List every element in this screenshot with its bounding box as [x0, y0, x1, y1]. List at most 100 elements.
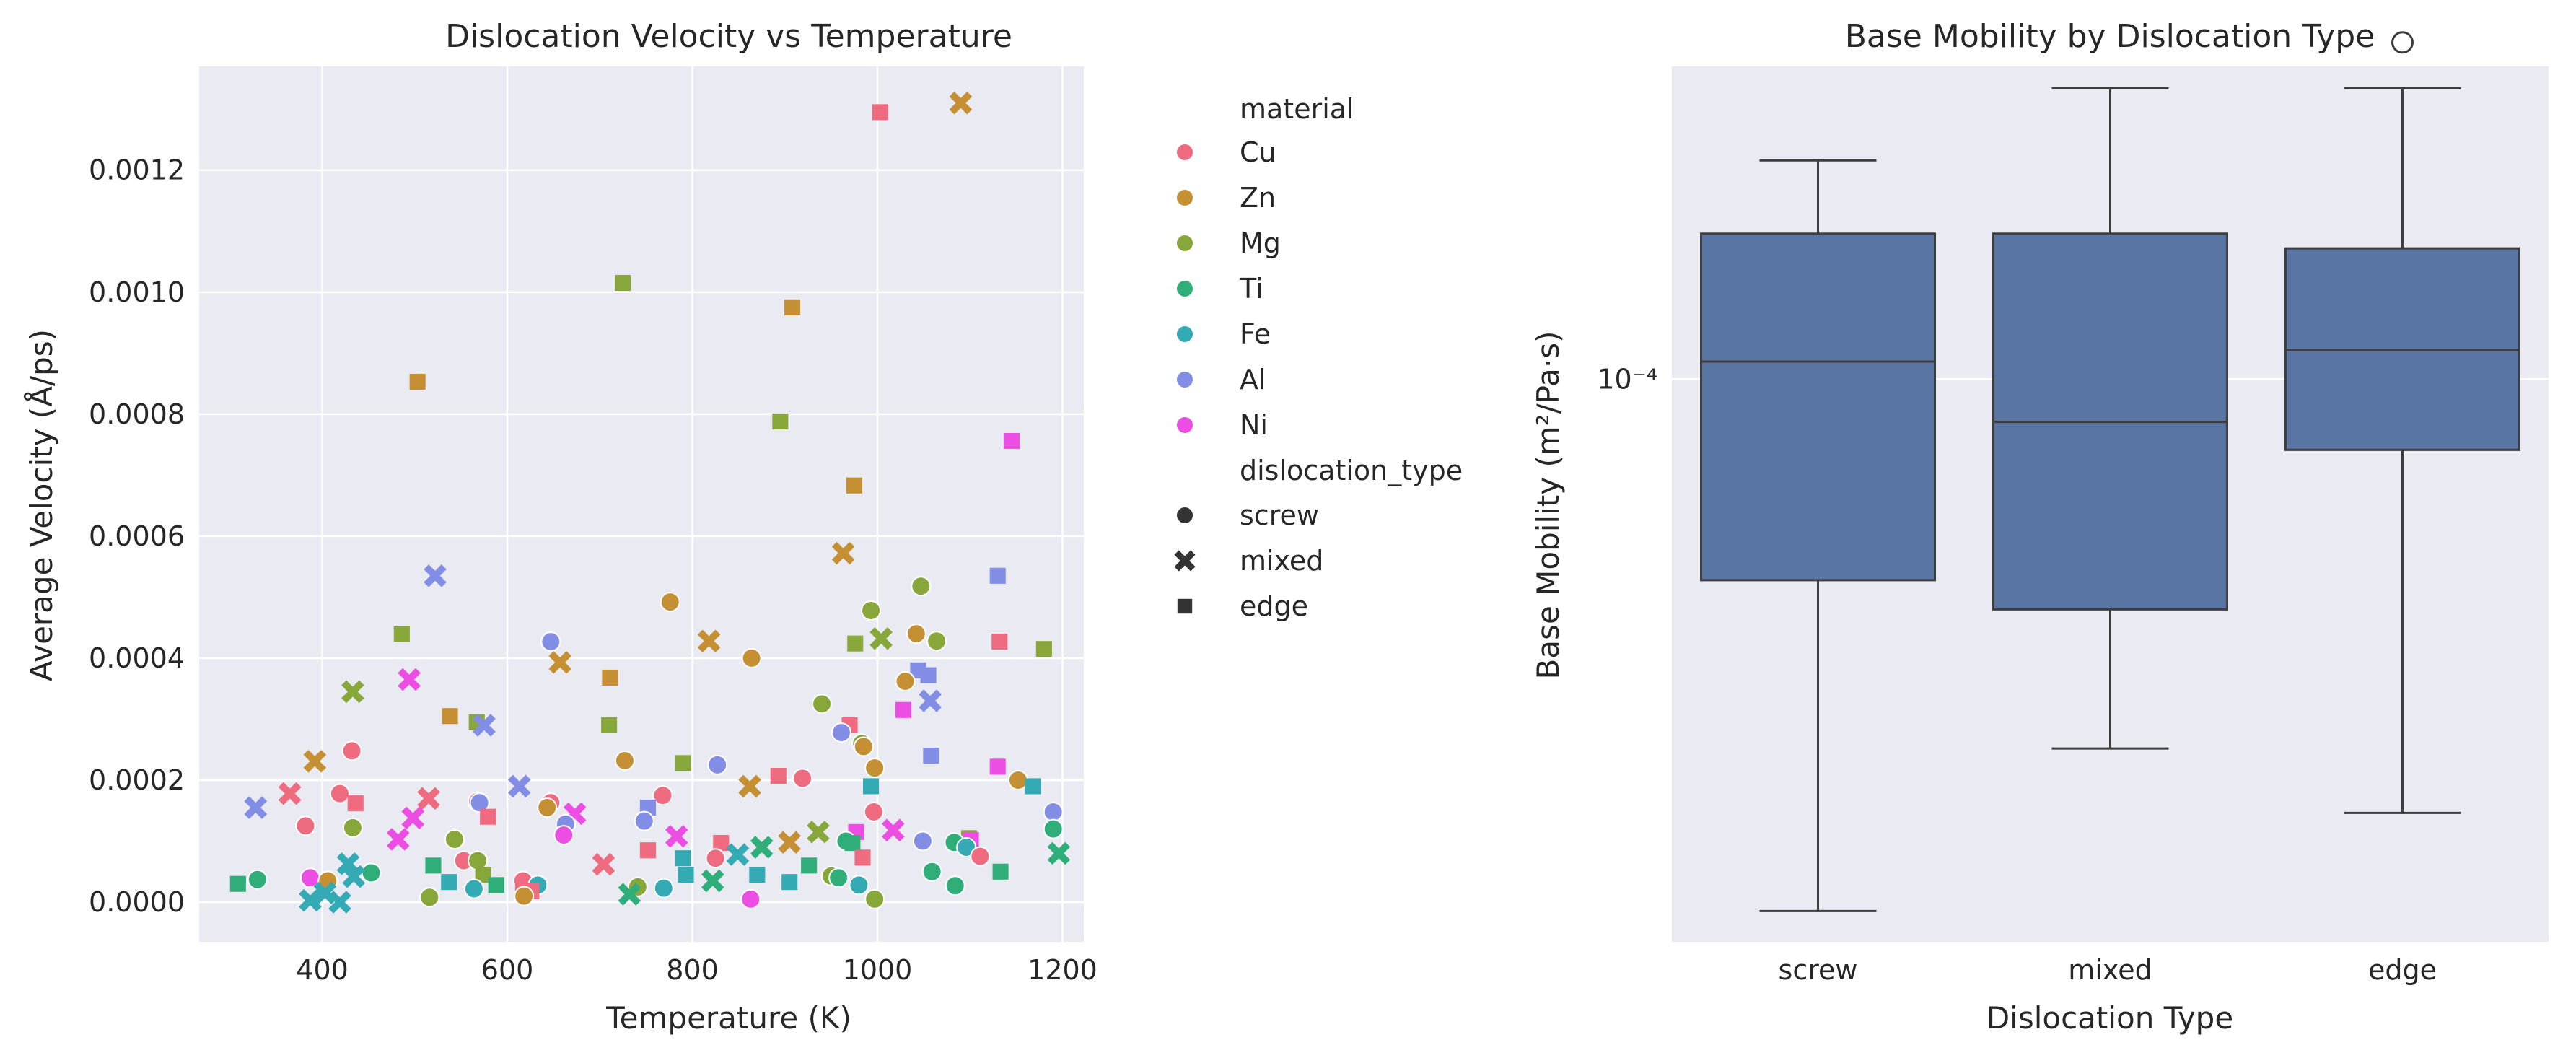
data-point	[444, 829, 465, 849]
data-point	[844, 835, 861, 852]
data-point	[831, 722, 852, 743]
data-point	[989, 758, 1006, 775]
data-point	[1025, 778, 1041, 795]
outlier-point	[2391, 31, 2414, 54]
data-point	[740, 888, 761, 909]
legend-marker-mg	[1175, 234, 1194, 253]
data-point	[548, 651, 571, 674]
x-tick-label: 1000	[843, 954, 913, 986]
data-point	[726, 843, 750, 866]
legend-marker-zn	[1175, 188, 1194, 207]
data-point	[697, 629, 721, 653]
data-point	[615, 275, 631, 292]
data-point	[652, 785, 673, 806]
data-point	[341, 740, 362, 761]
data-point	[675, 850, 691, 867]
data-point	[329, 783, 350, 804]
data-point	[989, 567, 1006, 584]
data-point	[229, 875, 246, 892]
legend-marker-mixed	[1174, 550, 1196, 572]
scatter-ylabel: Average Velocity (Å/ps)	[23, 329, 59, 681]
x-tick-label: screw	[1779, 954, 1858, 986]
box-title: Base Mobility by Dislocation Type	[1845, 18, 2375, 55]
data-point	[313, 881, 337, 905]
y-tick-label: 0.0004	[89, 642, 185, 674]
data-point	[919, 689, 942, 712]
data-point	[488, 877, 504, 893]
data-point	[299, 888, 322, 912]
data-point	[540, 631, 561, 652]
legend-label-zn: Zn	[1240, 182, 1276, 214]
data-point	[342, 817, 363, 838]
data-point	[295, 816, 316, 836]
box-ylabel: Base Mobility (m²/Pa·s)	[1530, 331, 1566, 680]
data-point	[970, 846, 991, 867]
x-tick-label: 1200	[1028, 954, 1098, 986]
data-point	[634, 810, 654, 831]
data-point	[864, 758, 885, 779]
x-tick-label: 600	[481, 954, 534, 986]
legend-label-mixed: mixed	[1240, 545, 1323, 577]
box-screw	[1700, 159, 1936, 912]
y-tick-label: 0.0000	[89, 886, 185, 918]
data-point	[750, 836, 774, 859]
data-point	[992, 863, 1009, 880]
legend-hue-title: material	[1240, 93, 1354, 125]
data-point	[401, 806, 425, 830]
data-point	[912, 831, 933, 852]
data-point	[441, 874, 457, 891]
data-point	[639, 842, 657, 859]
data-point	[247, 869, 268, 890]
data-point	[1043, 801, 1064, 822]
data-point	[417, 787, 440, 810]
data-point	[278, 782, 302, 805]
data-point	[303, 749, 327, 773]
data-point	[872, 104, 888, 121]
y-tick-label: 10⁻⁴	[1597, 363, 1657, 395]
x-tick-label: 800	[666, 954, 719, 986]
box-xlabel: Dislocation Type	[1986, 1000, 2233, 1036]
data-point	[1007, 769, 1028, 790]
scatter-xlabel: Temperature (K)	[605, 1000, 851, 1036]
data-point	[393, 626, 410, 642]
legend-label-cu: Cu	[1240, 136, 1276, 168]
data-point	[347, 795, 364, 812]
data-point	[328, 891, 351, 914]
data-point	[956, 836, 977, 857]
data-point	[463, 878, 484, 899]
data-point	[812, 694, 833, 714]
legend-style-title: dislocation_type	[1240, 455, 1463, 486]
data-point	[861, 600, 882, 621]
legend-marker-ni	[1175, 416, 1194, 434]
data-point	[665, 824, 688, 848]
legend-marker-cu	[1175, 143, 1194, 162]
data-point	[849, 875, 869, 896]
box-tick-labels: 10⁻⁴ screw mixed edge	[1597, 363, 2437, 986]
data-point	[772, 413, 789, 430]
data-point	[801, 857, 818, 874]
data-point	[618, 883, 641, 906]
legend: material dislocation_type Cu Zn Mg Ti Fe Al Ni…	[1174, 93, 1463, 622]
data-point	[1047, 841, 1071, 865]
data-point	[846, 477, 863, 494]
data-point	[869, 627, 893, 650]
data-point	[653, 878, 674, 899]
data-point	[386, 828, 410, 851]
data-point	[1043, 818, 1064, 839]
box-edge	[2284, 31, 2520, 814]
legend-label-fe: Fe	[1240, 318, 1271, 350]
box-mixed	[1992, 87, 2228, 750]
data-point	[847, 635, 864, 652]
data-point	[361, 862, 382, 883]
data-point	[705, 848, 726, 869]
data-point	[592, 852, 615, 876]
data-point	[854, 849, 871, 866]
data-point	[921, 861, 942, 882]
legend-label-al: Al	[1240, 364, 1266, 395]
data-point	[660, 592, 680, 613]
legend-marker-edge	[1177, 598, 1193, 614]
data-point	[398, 668, 421, 691]
data-point	[853, 736, 874, 757]
data-point	[949, 91, 973, 115]
